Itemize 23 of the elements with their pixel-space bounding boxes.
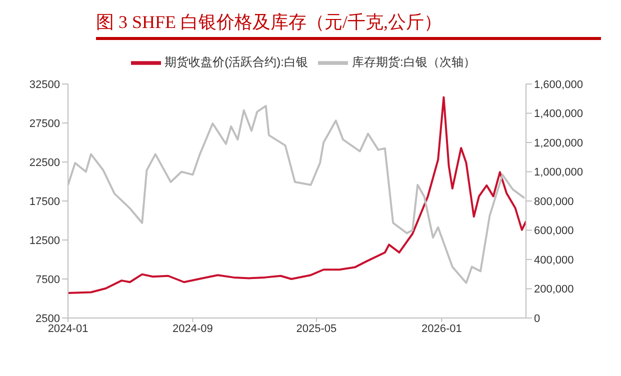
x-tick-label: 2025-05 xyxy=(296,322,337,335)
y2-tick-label: 600,000 xyxy=(534,225,574,238)
x-tick-label: 2024-01 xyxy=(48,322,88,335)
y2-tick-label: 800,000 xyxy=(534,196,574,208)
y-tick-label: 17500 xyxy=(29,196,60,208)
y2-tick-label: 1,000,000 xyxy=(534,166,583,179)
y-tick-label: 2500 xyxy=(36,312,60,325)
legend-label: 库存期货:白银（次轴） xyxy=(352,55,476,70)
y2-tick-label: 1,200,000 xyxy=(534,137,583,150)
y-tick-label: 22500 xyxy=(29,156,60,169)
y2-tick-label: 400,000 xyxy=(534,254,574,266)
y-tick-label: 7500 xyxy=(36,274,60,286)
y-tick-label: 12500 xyxy=(29,234,60,247)
x-tick-label: 2026-01 xyxy=(421,322,462,335)
y-tick-label: 27500 xyxy=(29,118,60,130)
y2-tick-label: 200,000 xyxy=(534,284,574,296)
x-tick-label: 2024-09 xyxy=(172,322,213,335)
y2-tick-label: 1,400,000 xyxy=(534,108,583,120)
legend-label: 期货收盘价(活跃合约):白银 xyxy=(164,55,308,70)
chart-title: 图 3 SHFE 白银价格及库存（元/千克,公斤） xyxy=(96,8,601,40)
y-tick-label: 32500 xyxy=(29,78,60,91)
y2-tick-label: 1,600,000 xyxy=(534,78,583,91)
y2-tick-label: 0 xyxy=(534,312,540,325)
